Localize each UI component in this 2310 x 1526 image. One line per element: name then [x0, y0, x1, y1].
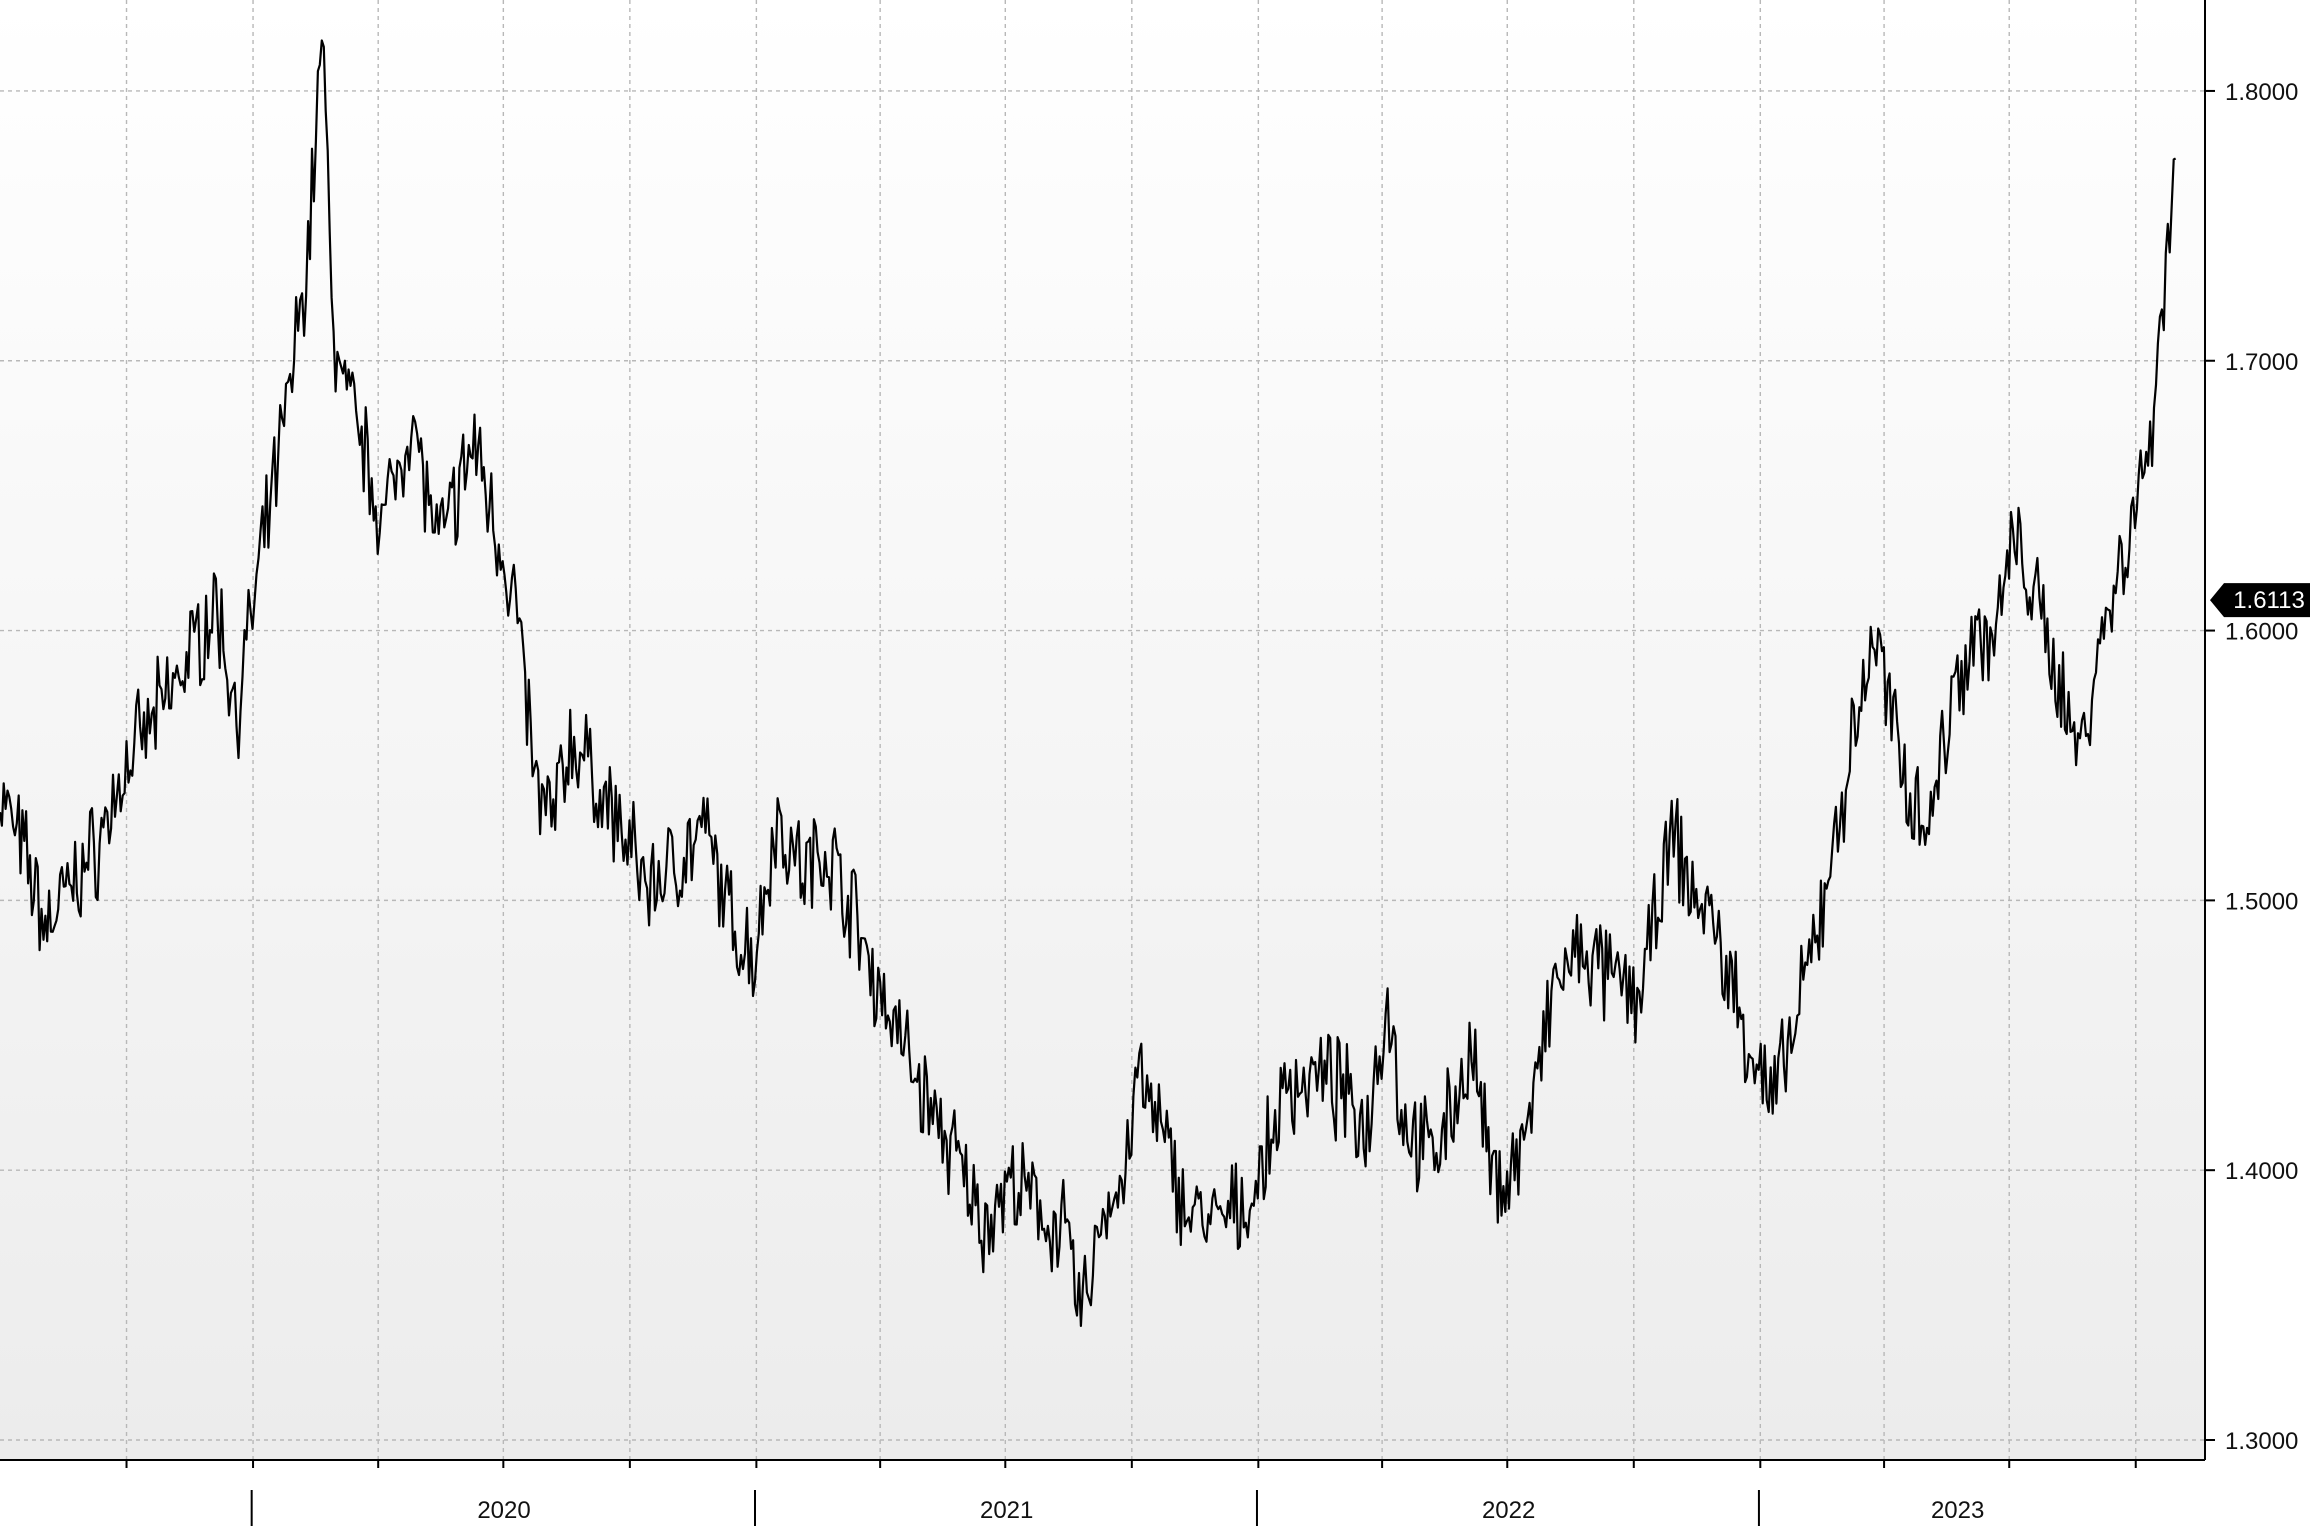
axis-labels: 1.3000 1.4000 1.5000 1.6000 1.7000 1.8000 2020… — [477, 79, 2298, 1524]
plot-background — [0, 0, 2205, 1460]
grid-lines — [0, 0, 2205, 1460]
y-tick-label: 1.4000 — [2225, 1158, 2298, 1185]
y-tick-label: 1.7000 — [2225, 349, 2298, 376]
x-year-label: 2022 — [1482, 1497, 1535, 1524]
last-value-label: 1.6113 — [2233, 587, 2305, 614]
series-line — [0, 39, 2177, 1327]
y-tick-label: 1.5000 — [2225, 888, 2298, 915]
y-tick-label: 1.8000 — [2225, 79, 2298, 106]
series-group — [0, 39, 2177, 1327]
y-tick-label: 1.3000 — [2225, 1428, 2298, 1455]
last-value-marker — [2210, 583, 2310, 618]
x-year-label: 2020 — [477, 1497, 530, 1524]
last-value-badge: 1.6113 — [2210, 583, 2310, 618]
x-year-label: 2021 — [980, 1497, 1033, 1524]
x-year-label: 2023 — [1931, 1497, 1984, 1524]
axes — [0, 0, 2215, 1526]
y-tick-label: 1.6000 — [2225, 619, 2298, 646]
